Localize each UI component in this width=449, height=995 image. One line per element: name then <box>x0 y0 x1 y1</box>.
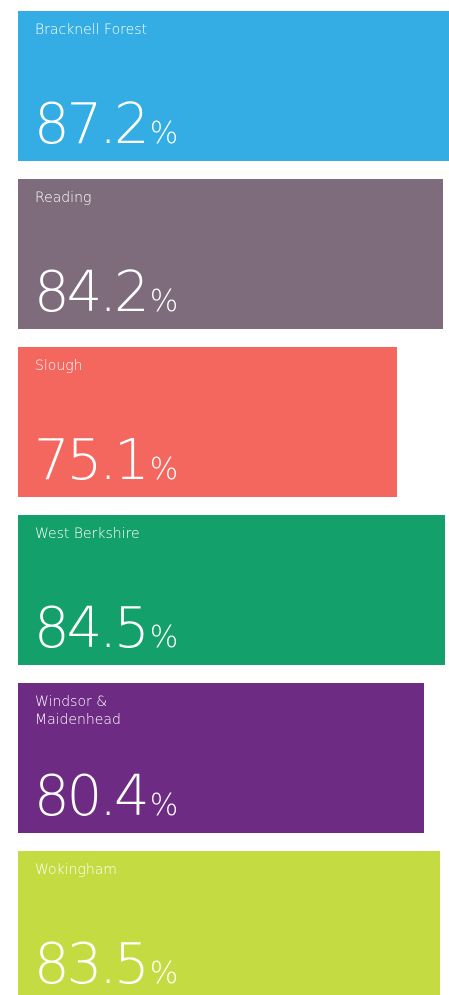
bar: Windsor & Maidenhead 80.4% <box>18 683 425 833</box>
value-label: 84.5% <box>34 601 178 657</box>
value-label: 84.2% <box>34 265 178 321</box>
value-number: 80.4 <box>34 764 150 829</box>
value-label: 75.1% <box>34 433 178 489</box>
bar-label: Reading <box>35 190 92 206</box>
value-number: 87.2 <box>34 92 150 157</box>
value-label: 87.2% <box>34 97 178 153</box>
value-number: 83.5 <box>34 932 150 995</box>
value-unit: % <box>149 956 179 991</box>
bar: Bracknell Forest 87.2% <box>18 11 449 161</box>
bar-label: Wokingham <box>35 862 117 878</box>
bar: Slough 75.1% <box>18 347 398 497</box>
value-unit: % <box>149 788 179 823</box>
bar: Wokingham 83.5% <box>18 851 440 995</box>
value-unit: % <box>149 284 179 319</box>
value-number: 84.2 <box>34 260 150 325</box>
bar-label: Slough <box>35 358 83 374</box>
value-label: 83.5% <box>34 937 178 993</box>
value-unit: % <box>149 116 179 151</box>
bar-label: Windsor & Maidenhead <box>35 694 121 728</box>
bar-label: West Berkshire <box>35 526 140 542</box>
bar: Reading 84.2% <box>18 179 444 329</box>
value-label: 80.4% <box>34 769 178 825</box>
value-unit: % <box>149 620 179 655</box>
value-unit: % <box>149 452 179 487</box>
bar: West Berkshire 84.5% <box>18 515 445 665</box>
bar-label: Bracknell Forest <box>35 22 147 38</box>
value-number: 75.1 <box>34 428 150 493</box>
value-number: 84.5 <box>34 596 150 661</box>
